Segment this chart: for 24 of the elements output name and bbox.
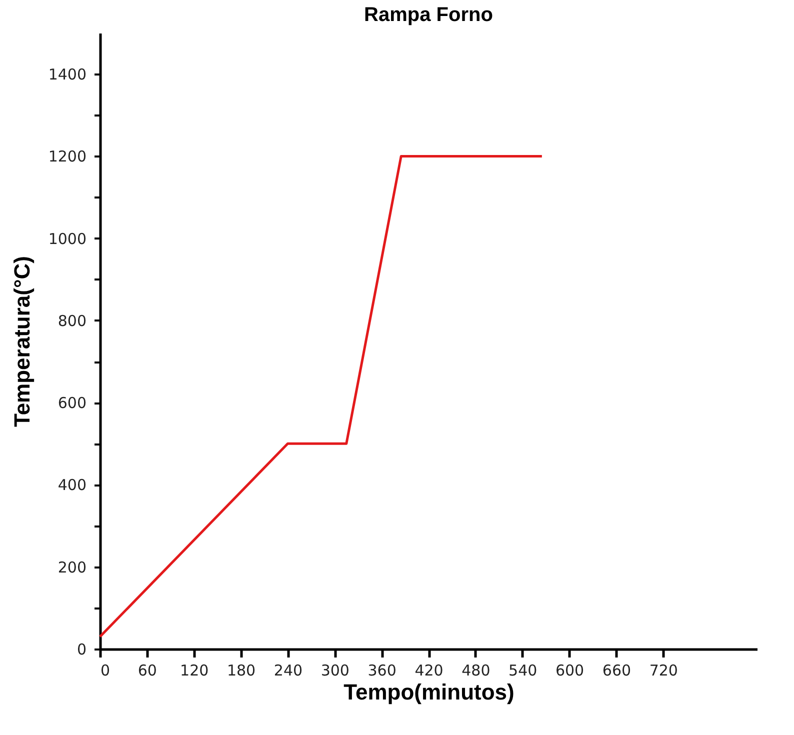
- x-axis-title: Tempo(minutos): [344, 680, 514, 704]
- x-tick-label: 480: [462, 662, 490, 680]
- x-tick-label: 720: [649, 662, 678, 680]
- x-tick-label: 300: [320, 662, 350, 680]
- y-tick-label: 600: [58, 394, 86, 412]
- x-tick-label: 240: [274, 662, 303, 680]
- x-tick-label: 120: [180, 662, 209, 680]
- x-tick-label: 0: [100, 662, 110, 680]
- y-tick-label: 400: [58, 476, 86, 494]
- x-tick-label: 540: [508, 662, 538, 680]
- y-tick-label: 1400: [48, 66, 86, 84]
- x-tick-label: 360: [368, 662, 396, 680]
- y-tick-label: 1000: [48, 230, 86, 248]
- y-axis-title: Temperatura(°C): [9, 256, 34, 427]
- y-tick-label: 800: [58, 312, 86, 330]
- y-tick-label: 1200: [48, 148, 86, 166]
- y-tick-label: 200: [58, 558, 86, 576]
- x-tick-label: 60: [138, 662, 157, 680]
- chart-title: Rampa Forno: [364, 4, 493, 26]
- x-tick-label: 660: [602, 662, 632, 680]
- x-tick-label: 420: [414, 662, 444, 680]
- x-tick-label: 600: [555, 662, 584, 680]
- y-tick-label: 0: [76, 640, 86, 658]
- x-tick-label: 180: [226, 662, 256, 680]
